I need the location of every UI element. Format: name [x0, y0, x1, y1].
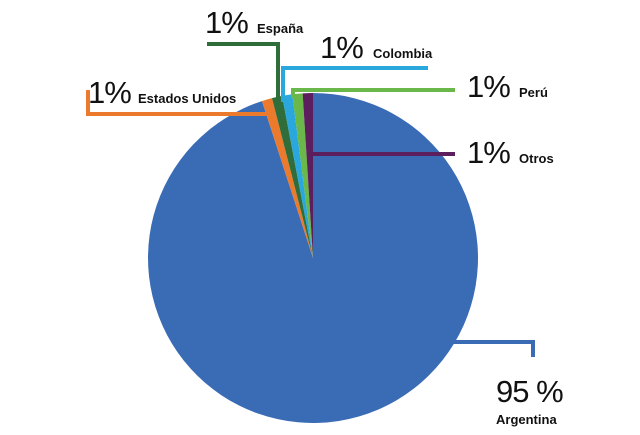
slice-estados-unidos [262, 98, 313, 258]
argentina-percent: 95 % [496, 374, 563, 409]
pie-slices [148, 93, 478, 423]
argentina-label: Argentina [496, 412, 557, 427]
peru-percent: 1% [467, 69, 510, 104]
leader-line-argentina [403, 340, 535, 357]
peru-label: Perú [519, 85, 548, 100]
slice-per- [292, 93, 313, 258]
colombia-percent: 1% [320, 30, 363, 65]
espana-percent: 1% [205, 5, 248, 40]
slice-otros [302, 93, 313, 258]
leader-line-per- [291, 88, 455, 98]
leader-lines [86, 42, 535, 357]
leader-line-colombia [281, 66, 428, 102]
otros-label: Otros [519, 151, 554, 166]
slice-colombia [282, 94, 313, 258]
espana-label: España [257, 21, 304, 36]
colombia-label: Colombia [373, 46, 433, 61]
slice-espa-a [271, 95, 313, 258]
slice-labels: 95 % Argentina 1% Estados Unidos 1% Espa… [88, 5, 564, 427]
estados-unidos-percent: 1% [88, 75, 131, 110]
estados-unidos-label: Estados Unidos [138, 91, 236, 106]
otros-percent: 1% [467, 135, 510, 170]
leader-line-espa-a [207, 42, 280, 104]
leader-line-estados-unidos [86, 90, 272, 116]
